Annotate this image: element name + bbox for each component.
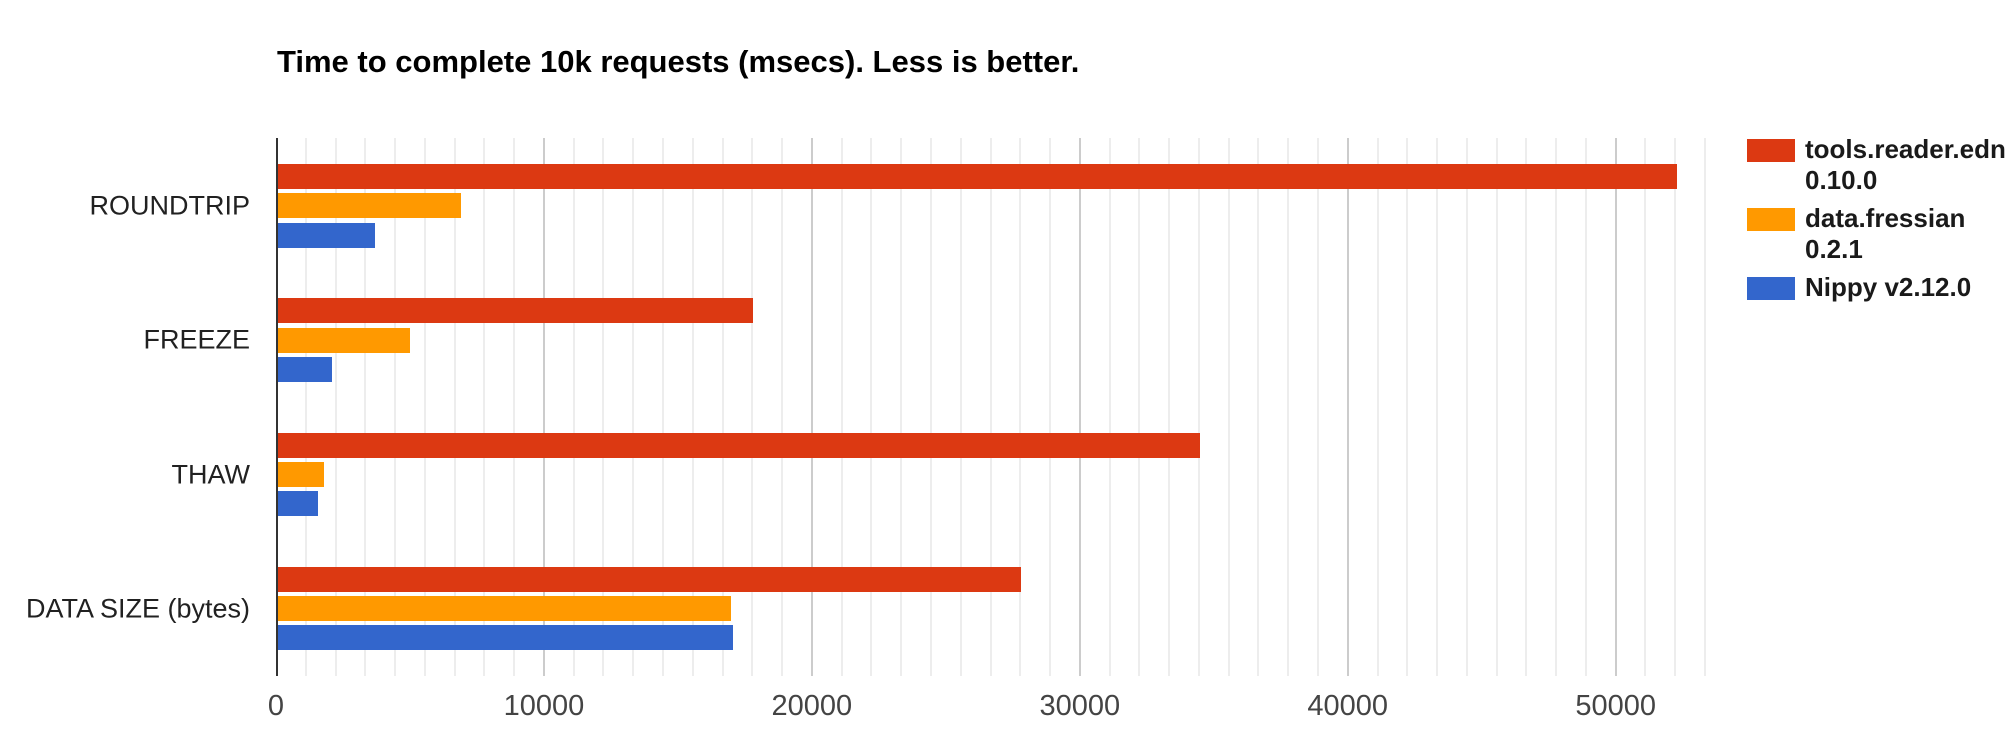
bar-data-size-bytes-nippy-v2-12-0[interactable] — [276, 625, 733, 651]
major-gridline — [542, 138, 545, 676]
minor-gridline — [1436, 138, 1439, 676]
minor-gridline — [721, 138, 724, 676]
y-axis-line — [276, 138, 278, 676]
minor-gridline — [1257, 138, 1260, 676]
minor-gridline — [662, 138, 665, 676]
bar-thaw-nippy-v2-12-0[interactable] — [276, 491, 318, 517]
bar-freeze-data-fressian-0-2-1[interactable] — [276, 327, 410, 353]
legend-label-line: 0.10.0 — [1805, 165, 1878, 195]
minor-gridline — [1316, 138, 1319, 676]
minor-gridline — [691, 138, 694, 676]
minor-gridline — [751, 138, 754, 676]
minor-gridline — [423, 138, 426, 676]
minor-gridline — [632, 138, 635, 676]
legend-label-line: data.fressian — [1805, 203, 1966, 233]
minor-gridline — [334, 138, 337, 676]
minor-gridline — [572, 138, 575, 676]
legend-label-tools-reader-edn-0-10-0: tools.reader.edn 0.10.0 — [1805, 134, 2006, 196]
legend-entry-data-fressian-0-2-1: data.fressian 0.2.1 — [1747, 203, 1965, 265]
legend-swatch-nippy-v2-12-0 — [1747, 277, 1795, 300]
bar-freeze-nippy-v2-12-0[interactable] — [276, 356, 333, 382]
minor-gridline — [959, 138, 962, 676]
category-label-roundtrip: ROUNDTRIP — [89, 190, 251, 221]
legend-entry-tools-reader-edn-0-10-0: tools.reader.edn 0.10.0 — [1747, 134, 2006, 196]
minor-gridline — [840, 138, 843, 676]
minor-gridline — [1555, 138, 1558, 676]
minor-gridline — [1168, 138, 1171, 676]
bar-data-size-bytes-data-fressian-0-2-1[interactable] — [276, 596, 732, 622]
major-gridline — [1614, 138, 1617, 676]
minor-gridline — [929, 138, 932, 676]
legend-label-data-fressian-0-2-1: data.fressian 0.2.1 — [1805, 203, 1965, 265]
minor-gridline — [870, 138, 873, 676]
minor-gridline — [1704, 138, 1706, 676]
major-gridline — [1346, 138, 1349, 676]
minor-gridline — [1227, 138, 1230, 676]
bar-thaw-data-fressian-0-2-1[interactable] — [276, 461, 325, 487]
minor-gridline — [1465, 138, 1468, 676]
bar-roundtrip-nippy-v2-12-0[interactable] — [276, 222, 376, 248]
legend-entry-nippy-v2-12-0: Nippy v2.12.0 — [1747, 272, 1971, 303]
minor-gridline — [1019, 138, 1022, 676]
legend-swatch-tools-reader-edn-0-10-0 — [1747, 139, 1795, 162]
bar-thaw-tools-reader-edn-0-10-0[interactable] — [276, 432, 1201, 458]
minor-gridline — [1644, 138, 1647, 676]
x-tick-label-50000: 50000 — [1575, 690, 1657, 722]
bar-data-size-bytes-tools-reader-edn-0-10-0[interactable] — [276, 566, 1021, 592]
plot-area — [276, 138, 1706, 676]
legend-label-line: Nippy v2.12.0 — [1805, 272, 1972, 302]
category-label-data-size-bytes: DATA SIZE (bytes) — [25, 593, 250, 624]
legend-swatch-data-fressian-0-2-1 — [1747, 208, 1795, 231]
x-tick-label-30000: 30000 — [1039, 690, 1121, 722]
minor-gridline — [1584, 138, 1587, 676]
x-tick-label-20000: 20000 — [771, 690, 853, 722]
legend-label-line: tools.reader.edn — [1805, 134, 2006, 164]
minor-gridline — [513, 138, 516, 676]
legend-label-line: 0.2.1 — [1805, 234, 1863, 264]
minor-gridline — [1525, 138, 1528, 676]
minor-gridline — [453, 138, 456, 676]
minor-gridline — [1495, 138, 1498, 676]
minor-gridline — [1287, 138, 1290, 676]
major-gridline — [810, 138, 813, 676]
chart-title: Time to complete 10k requests (msecs). L… — [277, 44, 1080, 79]
x-tick-label-0: 0 — [267, 690, 285, 722]
category-label-freeze: FREEZE — [143, 324, 250, 355]
minor-gridline — [1197, 138, 1200, 676]
bar-freeze-tools-reader-edn-0-10-0[interactable] — [276, 298, 753, 324]
minor-gridline — [781, 138, 784, 676]
minor-gridline — [1674, 138, 1677, 676]
minor-gridline — [989, 138, 992, 676]
minor-gridline — [483, 138, 486, 676]
minor-gridline — [1108, 138, 1111, 676]
major-gridline — [1078, 138, 1081, 676]
x-tick-label-40000: 40000 — [1307, 690, 1389, 722]
minor-gridline — [1049, 138, 1052, 676]
minor-gridline — [602, 138, 605, 676]
x-tick-label-10000: 10000 — [503, 690, 585, 722]
minor-gridline — [1376, 138, 1379, 676]
minor-gridline — [900, 138, 903, 676]
minor-gridline — [364, 138, 367, 676]
bar-roundtrip-data-fressian-0-2-1[interactable] — [276, 193, 461, 219]
minor-gridline — [304, 138, 307, 676]
legend-label-nippy-v2-12-0: Nippy v2.12.0 — [1805, 272, 1971, 303]
bar-roundtrip-tools-reader-edn-0-10-0[interactable] — [276, 164, 1678, 189]
minor-gridline — [1138, 138, 1141, 676]
minor-gridline — [394, 138, 397, 676]
category-label-thaw: THAW — [171, 459, 250, 489]
minor-gridline — [1406, 138, 1409, 676]
